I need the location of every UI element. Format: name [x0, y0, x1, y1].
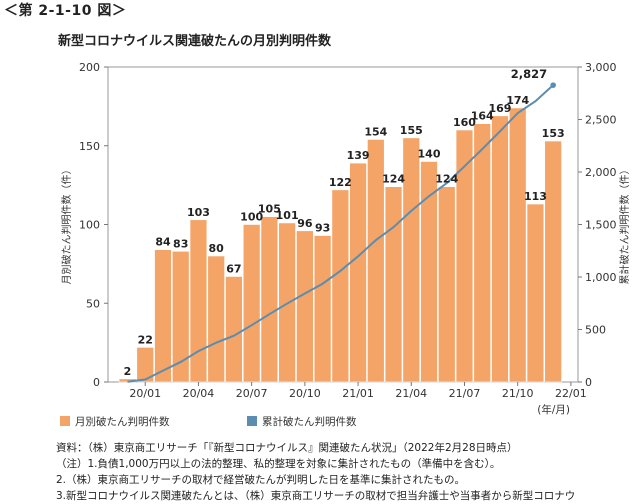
bar	[225, 276, 243, 383]
figure-label: ＜第 2-1-10 図＞	[4, 3, 127, 19]
bar	[508, 107, 527, 383]
bar	[349, 162, 367, 383]
bar-data-label: 155	[400, 124, 423, 137]
bar-data-label: 2	[124, 365, 132, 378]
bar	[420, 161, 438, 383]
left-axis-title: 月別破たん判明件数（件）	[60, 165, 73, 285]
legend-label-cumulative: 累計破たん判明件数	[262, 415, 357, 428]
bar	[455, 129, 474, 383]
bar-data-label: 22	[138, 333, 153, 346]
note-source: 資料：（株）東京商工リサーチ「『新型コロナウイルス』関連破たん状況」（2022年…	[56, 442, 518, 454]
legend-swatch-cumulative	[247, 416, 257, 426]
x-tick-label: 21/01	[342, 387, 374, 400]
bar	[242, 224, 261, 383]
notes: 資料：（株）東京商工リサーチ「『新型コロナウイルス』関連破たん状況」（2022年…	[56, 440, 575, 504]
note-1: （注）1.負債1,000万円以上の法的整理、私的整理を対象に集計されたもの（準備…	[56, 458, 501, 470]
bar-line-chart: 0 50 100 150 200 0 500 1,000 1,500 2,000 2,500 3,00…	[60, 61, 631, 428]
bar-data-label: 160	[453, 116, 476, 129]
left-tick-label: 50	[86, 297, 100, 310]
bar-data-label: 93	[315, 222, 330, 235]
bar-data-label: 100	[240, 211, 263, 224]
left-tick-label: 0	[93, 376, 100, 389]
bar-data-label: 169	[488, 102, 511, 115]
bar	[402, 137, 421, 383]
legend-swatch-monthly	[60, 416, 70, 426]
bar-data-label: 67	[226, 262, 241, 275]
bar-data-label: 113	[524, 190, 547, 203]
right-tick-label: 0	[585, 376, 592, 389]
bar	[473, 123, 491, 383]
bar	[171, 250, 190, 383]
bar	[384, 186, 403, 383]
bar-data-label: 83	[173, 237, 188, 250]
legend-label-monthly: 月別破たん判明件数	[75, 415, 170, 428]
bar-data-label: 122	[329, 176, 352, 189]
bar-data-label: 124	[435, 173, 458, 186]
x-tick-label: 21/10	[502, 387, 534, 400]
right-tick-label: 1,000	[585, 271, 617, 284]
bar-data-label: 154	[364, 125, 387, 138]
right-tick-label: 1,500	[585, 219, 617, 232]
cumulative-end-label: 2,827	[511, 67, 547, 81]
bar-data-label: 84	[155, 236, 171, 249]
cumulative-line	[127, 84, 554, 383]
bar	[526, 203, 545, 383]
bar-data-label: 96	[297, 217, 313, 230]
bar	[260, 216, 279, 383]
x-unit-label: (年/月)	[537, 403, 570, 416]
bar-data-label: 105	[258, 203, 281, 216]
right-tick-label: 3,000	[585, 61, 617, 74]
bar	[189, 219, 208, 383]
bar-data-label: 174	[506, 94, 529, 107]
bar-data-label: 103	[187, 206, 210, 219]
right-tick-label: 2,000	[585, 166, 617, 179]
x-tick-label: 20/07	[236, 387, 268, 400]
bar-data-label: 140	[418, 148, 441, 161]
x-tick-label: 21/04	[395, 387, 427, 400]
right-tick-label: 500	[585, 324, 606, 337]
cumulative-end-point	[550, 82, 556, 88]
bar-data-label: 164	[471, 110, 494, 123]
x-tick-label: 22/01	[555, 387, 587, 400]
note-3: 3.新型コロナウイルス関連破たんとは、（株）東京商工リサーチの取材で担当弁護士や…	[56, 490, 576, 502]
bar	[544, 140, 562, 383]
bar-data-label: 101	[276, 209, 299, 222]
bar-data-label: 124	[382, 173, 405, 186]
left-tick-label: 200	[79, 61, 100, 74]
bar	[438, 186, 456, 383]
bar-data-label: 80	[209, 242, 225, 255]
bar	[296, 230, 314, 383]
right-tick-label: 2,500	[585, 114, 617, 127]
x-tick-label: 20/01	[129, 387, 161, 400]
x-tick-label: 20/04	[183, 387, 215, 400]
x-tick-label: 21/07	[449, 387, 481, 400]
right-axis-title: 累計破たん判明件数（件）	[618, 165, 631, 285]
chart-title: 新型コロナウイルス関連破たんの月別判明件数	[58, 34, 332, 49]
bar	[367, 139, 385, 383]
x-tick-label: 20/10	[289, 387, 321, 400]
bar-data-label: 153	[542, 127, 565, 140]
bar	[154, 249, 172, 383]
bar	[331, 189, 350, 383]
bar-data-label: 139	[347, 149, 370, 162]
bar	[491, 115, 509, 383]
left-tick-label: 150	[79, 140, 100, 153]
bar	[313, 235, 332, 383]
note-2: 2.（株）東京商工リサーチの取材で経営破たんが判明した日を基準に集計されたもの。	[56, 474, 466, 486]
left-tick-label: 100	[79, 219, 100, 232]
bar	[207, 255, 225, 383]
